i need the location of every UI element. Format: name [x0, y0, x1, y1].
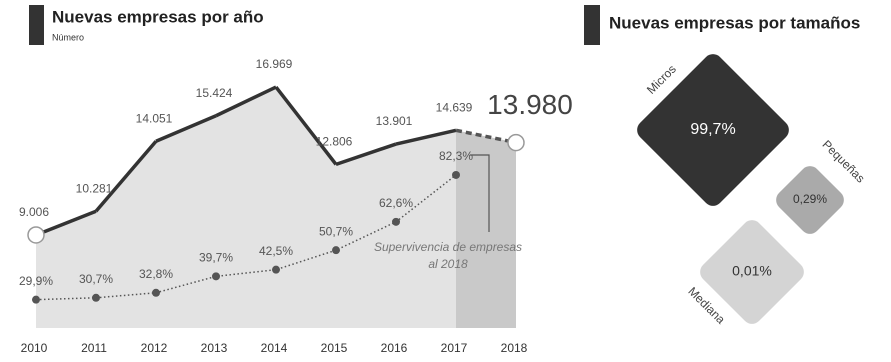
survival-point [92, 293, 100, 302]
survival-point [212, 272, 220, 281]
annotation-bracket [470, 154, 490, 232]
line-segment [215, 85, 277, 118]
value-label: 15.424 [196, 86, 233, 100]
annotation: Supervivencia de empresas al 2018 [374, 240, 522, 271]
line-segment [335, 142, 397, 167]
x-tick-label: 2018 [501, 341, 528, 355]
value-label: 9.006 [19, 205, 49, 219]
value-label: 14.639 [436, 100, 473, 114]
survival-point [152, 288, 160, 297]
x-tick-label: 2015 [321, 341, 348, 355]
value-label: 16.969 [256, 57, 293, 71]
value-label: 29,9% [19, 274, 53, 288]
category-label: Pequeñas [820, 137, 868, 185]
x-tick-label: 2012 [141, 341, 168, 355]
value-label: 14.051 [136, 111, 173, 125]
value-label: 32,8% [139, 267, 173, 281]
area [36, 87, 516, 328]
value-label: 62,6% [379, 196, 413, 210]
line-segment [455, 128, 517, 145]
projection-band [456, 130, 516, 328]
value-label: 30,7% [79, 272, 113, 286]
survival-line [35, 174, 457, 301]
survival-point [332, 246, 340, 255]
value-label: 82,3% [439, 149, 473, 163]
x-tick-label: 2017 [441, 341, 468, 355]
diamond [776, 166, 844, 234]
value-label: 42,5% [259, 244, 293, 258]
diamond [637, 54, 789, 206]
survival-point [452, 170, 460, 179]
value-label: 12.806 [316, 135, 353, 149]
end-point [27, 226, 45, 244]
line-segment [35, 209, 97, 237]
line-segment [395, 128, 457, 146]
diamond [700, 220, 804, 324]
survival-point [272, 265, 280, 274]
value-label: 0,01% [732, 263, 772, 279]
chart-title: Nuevas empresas por año [52, 7, 264, 26]
x-tick-label: 2011 [81, 341, 107, 355]
value-label: 0,29% [793, 192, 827, 206]
end-point [507, 133, 525, 152]
value-label: 99,7% [690, 121, 735, 138]
value-label: 50,7% [319, 224, 353, 238]
survival-point [392, 217, 400, 226]
x-tick-label: 2016 [381, 341, 408, 355]
title-marker [584, 5, 600, 45]
line-segment [274, 85, 338, 166]
value-label: 13.901 [376, 114, 413, 128]
x-tick-label: 2010 [21, 341, 48, 355]
value-label: 13.980 [487, 89, 573, 120]
x-tick-label: 2014 [261, 341, 288, 355]
survival-point [32, 295, 40, 304]
chart-title: Nuevas empresas por tamaños [609, 13, 860, 32]
line-segment [94, 140, 158, 213]
x-tick-label: 2013 [201, 341, 228, 355]
value-label: 39,7% [199, 251, 233, 265]
title-marker [29, 5, 44, 45]
line-segment [155, 114, 217, 143]
value-label: 10.281 [76, 181, 113, 195]
chart-subtitle: Número [52, 32, 84, 42]
line-plot: 29,9% 30,7% 32,8% 39,7% 42,5% 50,7% 62,6% 82,3%… [19, 57, 573, 355]
